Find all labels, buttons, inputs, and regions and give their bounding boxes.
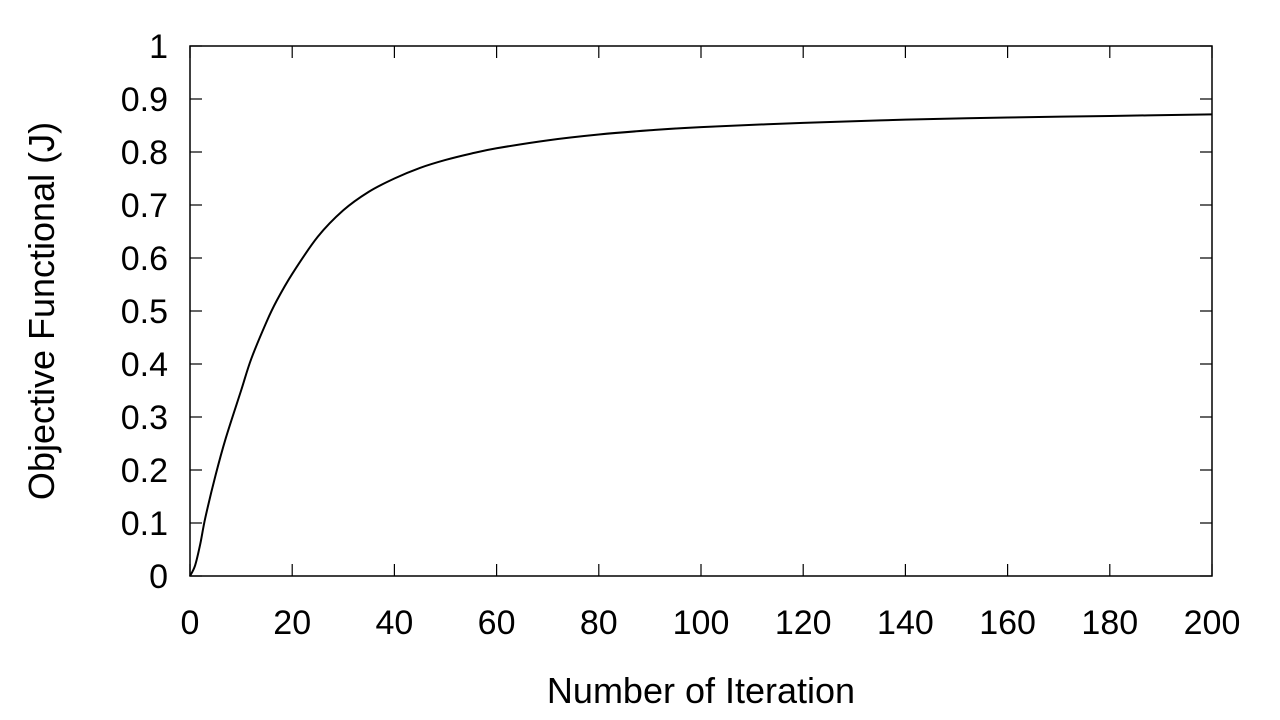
x-axis-label: Number of Iteration bbox=[547, 670, 855, 711]
x-tick-label: 120 bbox=[775, 604, 832, 642]
y-tick-label: 0.5 bbox=[121, 293, 168, 331]
plot-frame bbox=[189, 45, 1213, 577]
x-tick-label: 180 bbox=[1081, 604, 1138, 642]
y-tick-label: 0.9 bbox=[121, 81, 168, 119]
tick-labels: 0 20 40 60 80 100 120 140 160 180 200 0 0.1 0.2 0.3 0.4… bbox=[121, 28, 1241, 642]
x-tick-label: 60 bbox=[478, 604, 516, 642]
y-tick-label: 0.1 bbox=[121, 505, 168, 543]
y-tick-label: 0.7 bbox=[121, 187, 168, 225]
y-tick-label: 0.2 bbox=[121, 452, 168, 490]
y-tick-label: 0.3 bbox=[121, 399, 168, 437]
y-tick-label: 0.4 bbox=[121, 346, 168, 384]
x-tick-label: 140 bbox=[877, 604, 934, 642]
y-tick-label: 0.8 bbox=[121, 134, 168, 172]
y-tick-label: 1 bbox=[149, 28, 168, 66]
axis-ticks bbox=[189, 45, 1213, 577]
x-tick-label: 160 bbox=[979, 604, 1036, 642]
x-tick-label: 0 bbox=[181, 604, 200, 642]
x-tick-label: 100 bbox=[673, 604, 730, 642]
y-axis-label: Objective Functional (J) bbox=[21, 122, 62, 500]
x-tick-label: 40 bbox=[375, 604, 413, 642]
x-tick-label: 200 bbox=[1184, 604, 1241, 642]
y-tick-label: 0 bbox=[149, 558, 168, 596]
x-tick-label: 20 bbox=[273, 604, 311, 642]
x-tick-label: 80 bbox=[580, 604, 618, 642]
series-line bbox=[189, 113, 1213, 577]
y-tick-label: 0.6 bbox=[121, 240, 168, 278]
